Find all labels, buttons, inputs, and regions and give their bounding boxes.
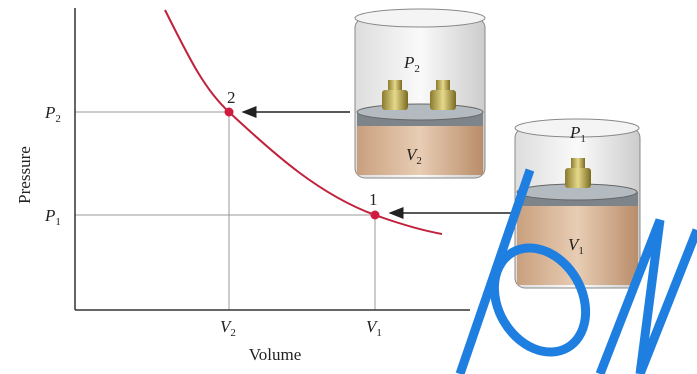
x-axis-label: Volume	[249, 345, 302, 364]
label-part: 2	[416, 155, 422, 167]
container: P2 V2	[355, 9, 485, 178]
label-part: 2	[230, 327, 236, 339]
x-tick-label: V2	[220, 317, 236, 339]
y-tick-label: P2	[44, 103, 61, 125]
label-part: P	[44, 103, 55, 122]
label-part: 1	[376, 327, 382, 339]
y-tick-label: P1	[44, 206, 61, 228]
diagram: 2 1 Pressure Volume P2 P1 V2 V1 P2 V2 P1…	[0, 0, 697, 374]
x-tick-label: V1	[366, 317, 382, 339]
container: P1 V1	[515, 119, 640, 288]
guides	[75, 112, 375, 310]
label-part: P	[569, 123, 580, 142]
point	[225, 108, 234, 117]
label-part: 2	[414, 63, 420, 75]
point-label: 2	[227, 88, 236, 107]
label-part: P	[44, 206, 55, 225]
label-part: P	[403, 53, 414, 72]
page: 2 1 Pressure Volume P2 P1 V2 V1 P2 V2 P1…	[0, 0, 697, 374]
label-part: 1	[578, 245, 584, 257]
label-part: 2	[55, 113, 61, 125]
label-part: 1	[580, 133, 586, 145]
y-axis-label: Pressure	[15, 146, 34, 204]
point	[371, 211, 380, 220]
label-part: 1	[55, 216, 61, 228]
point-label: 1	[369, 190, 378, 209]
